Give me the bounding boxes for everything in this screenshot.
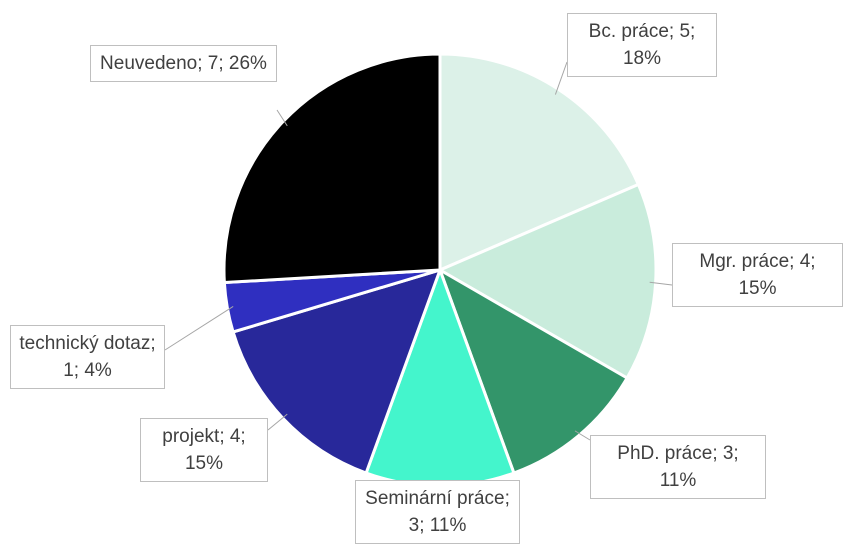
data-label: projekt; 4; 15%: [140, 418, 268, 482]
value-label: ; 1; 4%: [63, 333, 156, 381]
data-label: Neuvedeno; 7; 26%: [90, 45, 277, 82]
leader-line: [276, 109, 288, 127]
value-label: ; 4; 15%: [184, 426, 246, 474]
data-label: Seminární práce; 3; 11%: [355, 480, 520, 544]
value-label: ; 3; 11%: [408, 488, 510, 536]
data-label: PhD. práce; 3; 11%: [590, 435, 766, 499]
data-label: Bc. práce; 5; 18%: [567, 13, 717, 77]
leader-line: [164, 306, 234, 351]
category-name: Seminární práce: [365, 488, 505, 509]
category-name: PhD. práce: [617, 443, 713, 464]
pie-slice: [438, 52, 641, 273]
category-name: Neuvedeno: [100, 53, 198, 74]
leader-line: [267, 413, 288, 431]
category-name: technický dotaz: [19, 333, 151, 354]
value-label: ; 5; 18%: [622, 21, 696, 69]
data-label: technický dotaz; 1; 4%: [10, 325, 165, 389]
category-name: projekt: [162, 426, 220, 447]
leader-line: [554, 61, 568, 95]
value-label: ; 4; 15%: [738, 251, 816, 299]
value-label: ; 7; 26%: [197, 53, 267, 74]
value-label: ; 3; 11%: [659, 443, 739, 491]
data-label: Mgr. práce; 4; 15%: [672, 243, 843, 307]
leader-line: [574, 430, 591, 441]
category-name: Bc. práce: [588, 21, 669, 42]
pie-slice: [222, 52, 442, 285]
leader-line: [649, 281, 673, 286]
pie-slice: [437, 266, 630, 475]
category-name: Mgr. práce: [699, 251, 790, 272]
